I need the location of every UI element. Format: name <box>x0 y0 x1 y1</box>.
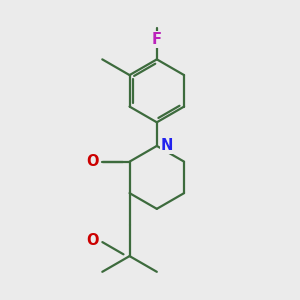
Text: O: O <box>86 233 99 248</box>
Text: F: F <box>152 32 162 47</box>
Text: N: N <box>160 138 173 153</box>
Text: O: O <box>86 154 99 169</box>
